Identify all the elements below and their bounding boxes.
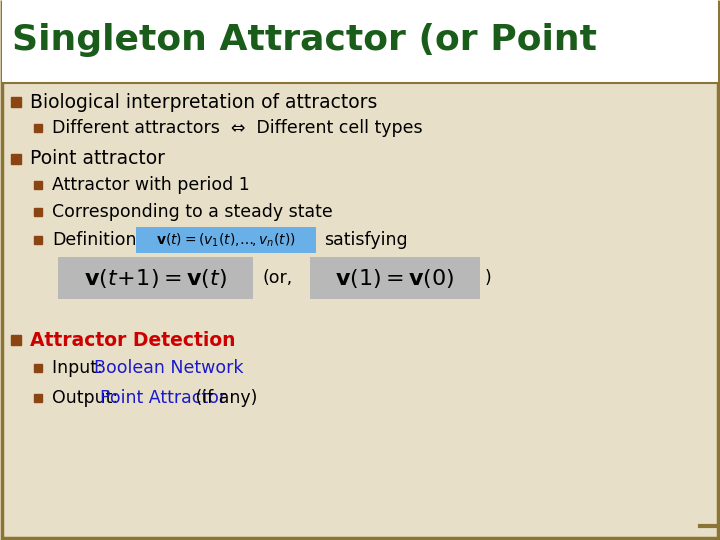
FancyBboxPatch shape	[310, 257, 480, 299]
Text: Biological interpretation of attractors: Biological interpretation of attractors	[30, 92, 377, 111]
Text: Singleton Attractor (or Point: Singleton Attractor (or Point	[12, 23, 597, 57]
Text: Output:: Output:	[52, 389, 124, 407]
Text: $\mathbf{v}(t\!+\!1)=\mathbf{v}(t)$: $\mathbf{v}(t\!+\!1)=\mathbf{v}(t)$	[84, 267, 227, 289]
Text: (if any): (if any)	[190, 389, 257, 407]
Text: Attractor Detection: Attractor Detection	[30, 330, 235, 349]
Text: Point Attractor: Point Attractor	[100, 389, 226, 407]
FancyBboxPatch shape	[136, 227, 316, 253]
FancyBboxPatch shape	[2, 0, 718, 83]
Text: Input:: Input:	[52, 359, 108, 377]
Text: satisfying: satisfying	[324, 231, 408, 249]
Text: ): )	[485, 269, 492, 287]
Text: $\mathbf{v}(t)=(v_1(t),\!\ldots\!,v_n(t))$: $\mathbf{v}(t)=(v_1(t),\!\ldots\!,v_n(t)…	[156, 231, 296, 249]
Text: Boolean Network: Boolean Network	[94, 359, 243, 377]
Text: Definition:: Definition:	[52, 231, 143, 249]
Text: Attractor with period 1: Attractor with period 1	[52, 176, 250, 194]
FancyBboxPatch shape	[58, 257, 253, 299]
Text: Corresponding to a steady state: Corresponding to a steady state	[52, 203, 333, 221]
Text: (or,: (or,	[263, 269, 293, 287]
Text: Different attractors  ⇔  Different cell types: Different attractors ⇔ Different cell ty…	[52, 119, 423, 137]
Text: Point attractor: Point attractor	[30, 150, 165, 168]
Text: $\mathbf{v}(1)=\mathbf{v}(0)$: $\mathbf{v}(1)=\mathbf{v}(0)$	[336, 267, 455, 289]
